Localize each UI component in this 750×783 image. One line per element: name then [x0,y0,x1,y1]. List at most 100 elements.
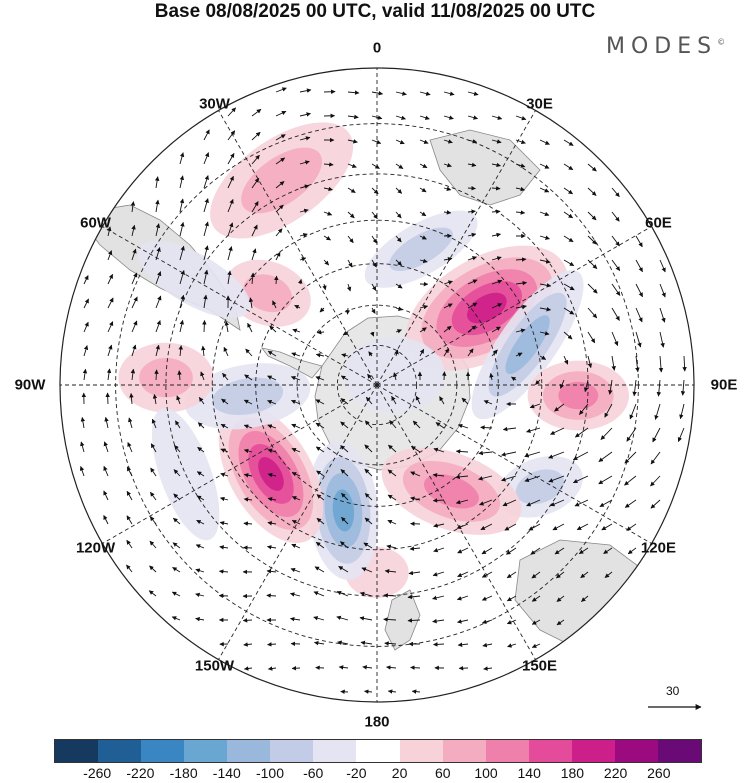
wind-arrow [155,199,160,213]
wind-arrow [347,235,354,244]
wind-arrow [650,451,661,465]
wind-arrow [563,307,575,315]
wind-arrow [624,499,637,508]
wind-arrow [267,375,277,381]
wind-arrow [600,427,613,440]
wind-arrow [336,615,349,621]
wind-arrow [419,327,427,333]
colorbar-segment [184,740,228,762]
wind-arrow [581,595,589,602]
wind-arrow [556,619,565,626]
colorbar-segment [485,740,529,762]
wind-arrow [299,160,310,165]
wind-arrow [608,379,613,395]
wind-arrow [244,374,253,381]
wind-arrow [467,186,476,191]
wind-arrow [290,567,301,573]
wind-arrow [511,376,517,382]
wind-arrow [272,300,277,309]
wind-arrow [491,279,503,285]
wind-arrow [338,565,349,573]
wind-arrow [467,279,478,285]
wind-arrow [151,418,157,429]
wind-arrow [478,450,493,456]
wind-arrow [506,595,517,602]
wind-arrow [227,246,233,261]
wind-arrow [315,399,325,405]
wind-arrow [580,571,589,579]
wind-arrow [267,472,277,478]
wind-arrow [395,211,402,219]
wind-arrow [251,201,259,213]
wind-arrow [314,566,325,573]
wind-arrow [315,376,325,381]
wind-arrow [83,298,89,309]
wind-arrow [80,441,85,453]
wind-arrow [315,446,325,453]
wind-arrow [419,211,427,217]
wind-arrow [550,499,565,507]
anomaly-contour [243,274,293,313]
colorbar-label: 260 [647,765,671,781]
meridian-60e [376,226,652,386]
meridian-150e [376,384,536,660]
wind-arrow [363,542,373,549]
wind-arrow [347,211,355,219]
graticule [60,68,694,702]
wind-arrow [341,516,349,525]
wind-arrow [155,320,161,333]
wind-arrow [419,304,429,310]
wind-arrow [443,115,454,120]
wind-arrow [626,523,637,531]
wind-arrow [432,595,445,601]
wind-arrow [481,619,493,624]
wind-arrow [251,224,258,237]
wind-arrow [172,542,181,549]
wind-arrow [364,468,373,477]
wind-arrow [291,496,301,501]
wind-arrow [410,471,421,477]
colorbar-segment [141,740,185,762]
lon-label-0: 0 [372,39,382,57]
wind-arrow [155,223,161,237]
wind-arrow [535,379,541,385]
wind-arrow [148,590,157,597]
anomaly-neg-0 [364,210,478,288]
wind-arrow [539,187,550,193]
wind-arrow [392,372,398,381]
wind-arrow [371,187,379,195]
anomaly-pos-0-north [210,122,354,239]
wind-arrow [410,496,421,501]
wind-arrow [371,211,378,220]
wind-arrow [539,163,550,169]
wind-reference-label: 30 [666,684,680,698]
anomaly-contour [505,315,550,375]
wind-arrow [587,187,597,196]
meridian-120w [102,384,378,544]
wind-arrow [227,152,235,165]
wind-arrow [491,186,501,191]
wind-arrow [394,349,399,357]
wind-arrow [550,427,565,435]
wind-arrow [315,422,325,429]
wind-arrow [395,187,403,194]
lon-label-90e: 90E [710,376,738,394]
wind-arrow [336,590,349,597]
wind-arrow [539,139,550,145]
wind-arrow [587,307,598,319]
colorbar-label: 220 [603,765,628,781]
wind-arrow [243,424,253,429]
wind-arrow [531,643,541,648]
wind-arrow [365,396,373,405]
wind-arrow [467,209,476,214]
wind-arrow [611,187,620,198]
wind-arrow [627,547,637,555]
wind-arrow [220,448,229,453]
wind-arrow [316,494,325,501]
wind-arrow [103,514,109,525]
anomaly-pos-90e [527,360,630,431]
wind-arrow [601,523,613,531]
wind-arrow [389,420,397,429]
wind-arrow [291,543,301,549]
